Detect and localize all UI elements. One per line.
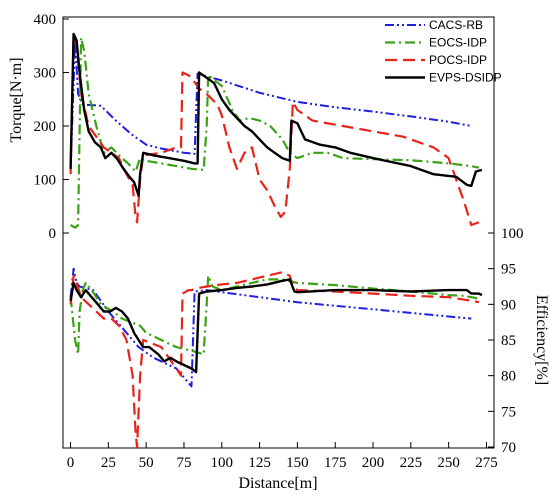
legend-label-pocs-idp: POCS-IDP [429,53,487,67]
efficiency-line-eocs-idp [69,274,480,356]
efficiency-tick-label: 100 [501,226,524,242]
x-tick-label: 250 [437,455,460,471]
y-axis-efficiency: 70 75 80 85 90 95 100 [488,226,524,456]
torque-tick-label: 0 [49,226,57,242]
efficiency-tick-label: 70 [501,440,516,456]
efficiency-tick-label: 95 [501,262,516,278]
x-tick-label: 0 [67,455,75,471]
x-tick-label: 275 [475,455,498,471]
x-axis-title: Distance[m] [238,475,317,492]
x-tick-label: 225 [400,455,423,471]
legend-label-eocs-idp: EOCS-IDP [429,36,487,50]
efficiency-line-evps-dsidp [69,278,483,374]
torque-tick-label: 400 [34,12,57,28]
efficiency-tick-label: 75 [501,404,516,420]
torque-line-cacs-rb [69,39,472,169]
x-tick-label: 175 [324,455,347,471]
torque-line-pocs-idp [69,33,480,227]
torque-line-evps-dsidp [69,32,483,197]
x-axis: 0 25 50 75 100 125 150 175 200 225 250 275 [67,442,498,471]
legend: CACS-RB EOCS-IDP POCS-IDP EVPS-DSIDP [385,18,502,85]
x-tick-label: 150 [286,455,309,471]
efficiency-tick-label: 85 [501,333,516,349]
x-tick-label: 200 [362,455,385,471]
efficiency-tick-label: 90 [501,297,516,313]
legend-label-evps-dsidp: EVPS-DSIDP [429,71,502,85]
x-tick-label: 25 [101,455,116,471]
efficiency-tick-label: 80 [501,369,516,385]
x-tick-label: 125 [248,455,271,471]
x-tick-label: 100 [211,455,234,471]
efficiency-line-pocs-idp [69,271,480,449]
series-lines [69,32,483,449]
torque-line-eocs-idp [70,36,480,229]
torque-tick-label: 300 [34,66,57,82]
y-axis-title-efficiency: Efficiency[%] [533,295,550,385]
torque-tick-label: 200 [34,119,57,135]
torque-tick-label: 100 [34,173,57,189]
x-tick-label: 75 [176,455,191,471]
y-axis-torque: 0 100 200 300 400 [34,12,69,242]
y-axis-title-torque: Torque[N·m] [8,57,25,142]
legend-label-cacs-rb: CACS-RB [429,18,483,32]
x-tick-label: 50 [139,455,154,471]
